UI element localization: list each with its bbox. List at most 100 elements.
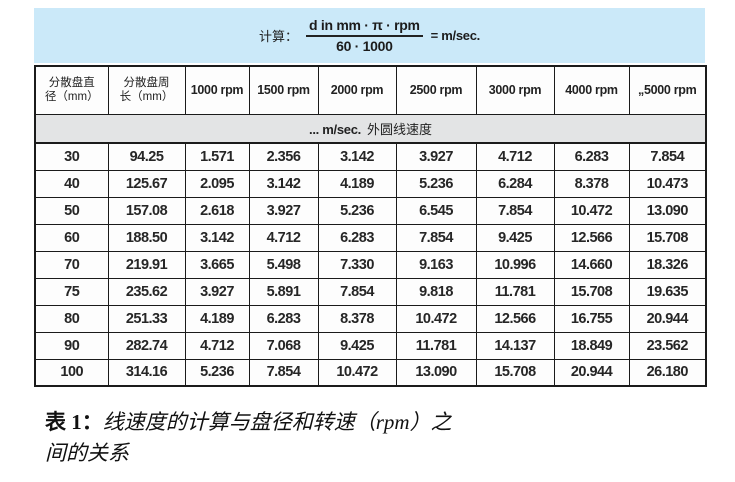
- table-body: 30 94.25 1.571 2.356 3.142 3.927 4.712 6.283 7.8…: [34, 142, 707, 387]
- cell: 50: [34, 196, 109, 225]
- cell: 20.944: [553, 358, 630, 387]
- column-header-4000rpm: 4000 rpm: [553, 65, 630, 115]
- cell: 94.25: [107, 142, 186, 171]
- cell: 30: [34, 142, 109, 171]
- cell: 6.283: [248, 304, 319, 333]
- cell: 4.712: [248, 223, 319, 252]
- table-row: 70 219.91 3.665 5.498 7.330 9.163 10.996 14.660…: [34, 250, 707, 279]
- cell: 18.326: [628, 250, 707, 279]
- caption-number: 表 1：: [45, 410, 103, 434]
- subheader-unit: ... m/sec.: [309, 121, 361, 137]
- formula-fraction: d in mm · π · rpm 60 · 1000: [306, 17, 423, 54]
- cell: 5.891: [248, 277, 319, 306]
- cell: 8.378: [317, 304, 397, 333]
- cell: 14.660: [553, 250, 630, 279]
- cell: 23.562: [628, 331, 707, 360]
- column-header-3000rpm: 3000 rpm: [475, 65, 555, 115]
- cell: 40: [34, 169, 109, 198]
- subheader-text: 外圆线速度: [366, 121, 432, 137]
- formula-denominator: 60 · 1000: [336, 37, 393, 54]
- cell: 7.854: [317, 277, 397, 306]
- table-row: 40 125.67 2.095 3.142 4.189 5.236 6.284 8.378 10…: [34, 169, 707, 198]
- cell: 157.08: [107, 196, 186, 225]
- cell: 3.142: [184, 223, 250, 252]
- cell: 10.472: [553, 196, 630, 225]
- cell: 4.189: [317, 169, 397, 198]
- cell: 2.356: [248, 142, 319, 171]
- table-row: 100 314.16 5.236 7.854 10.472 13.090 15.708 20.…: [34, 358, 707, 387]
- cell: 3.142: [317, 142, 397, 171]
- cell: 12.566: [553, 223, 630, 252]
- header-row: 分散盘直 径（mm） 分散盘周 长（mm） 1000 rpm 1500 rpm …: [34, 65, 707, 115]
- cell: 16.755: [553, 304, 630, 333]
- cell: 13.090: [628, 196, 707, 225]
- cell: 1.571: [184, 142, 250, 171]
- cell: 75: [34, 277, 109, 306]
- cell: 9.425: [317, 331, 397, 360]
- cell: 11.781: [475, 277, 555, 306]
- column-header-1500rpm: 1500 rpm: [248, 65, 319, 115]
- cell: 7.854: [475, 196, 555, 225]
- cell: 14.137: [475, 331, 555, 360]
- cell: 5.236: [184, 358, 250, 387]
- cell: 9.163: [395, 250, 477, 279]
- cell: 90: [34, 331, 109, 360]
- cell: 6.545: [395, 196, 477, 225]
- cell: 5.498: [248, 250, 319, 279]
- cell: 4.712: [184, 331, 250, 360]
- cell: 15.708: [475, 358, 555, 387]
- cell: 2.618: [184, 196, 250, 225]
- table-row: 90 282.74 4.712 7.068 9.425 11.781 14.137 18.84…: [34, 331, 707, 360]
- formula-numerator: d in mm · π · rpm: [306, 17, 423, 37]
- cell: 188.50: [107, 223, 186, 252]
- cell: 15.708: [628, 223, 707, 252]
- column-header-diameter: 分散盘直 径（mm）: [34, 65, 109, 115]
- cell: 6.283: [317, 223, 397, 252]
- cell: 80: [34, 304, 109, 333]
- cell: 12.566: [475, 304, 555, 333]
- cell: 7.854: [248, 358, 319, 387]
- cell: 20.944: [628, 304, 707, 333]
- column-header-circumference: 分散盘周 长（mm）: [107, 65, 186, 115]
- cell: 3.927: [248, 196, 319, 225]
- cell: 10.473: [628, 169, 707, 198]
- cell: 6.283: [553, 142, 630, 171]
- cell: 3.142: [248, 169, 319, 198]
- cell: 70: [34, 250, 109, 279]
- subheader-row: ... m/sec. 外圆线速度: [34, 113, 707, 144]
- table-row: 75 235.62 3.927 5.891 7.854 9.818 11.781 15.708…: [34, 277, 707, 306]
- cell: 9.425: [475, 223, 555, 252]
- cell: 4.189: [184, 304, 250, 333]
- column-header-2500rpm: 2500 rpm: [395, 65, 477, 115]
- cell: 13.090: [395, 358, 477, 387]
- cell: 3.927: [395, 142, 477, 171]
- column-header-5000rpm: „5000 rpm: [628, 65, 707, 115]
- cell: 6.284: [475, 169, 555, 198]
- cell: 10.996: [475, 250, 555, 279]
- caption-text-line2: 间的关系: [45, 441, 129, 465]
- cell: 10.472: [395, 304, 477, 333]
- formula-row: 计算： d in mm · π · rpm 60 · 1000 = m/sec.: [34, 8, 705, 63]
- cell: 10.472: [317, 358, 397, 387]
- formula-label: 计算：: [259, 29, 299, 44]
- cell: 11.781: [395, 331, 477, 360]
- rpm-speed-table: 分散盘直 径（mm） 分散盘周 长（mm） 1000 rpm 1500 rpm …: [34, 65, 707, 387]
- table-row: 30 94.25 1.571 2.356 3.142 3.927 4.712 6.283 7.8…: [34, 142, 707, 171]
- subheader-label: ... m/sec. 外圆线速度: [34, 113, 707, 144]
- cell: 125.67: [107, 169, 186, 198]
- cell: 251.33: [107, 304, 186, 333]
- table-row: 60 188.50 3.142 4.712 6.283 7.854 9.425 12.566 1…: [34, 223, 707, 252]
- cell: 235.62: [107, 277, 186, 306]
- cell: 60: [34, 223, 109, 252]
- cell: 2.095: [184, 169, 250, 198]
- cell: 314.16: [107, 358, 186, 387]
- cell: 282.74: [107, 331, 186, 360]
- caption-text-line1: 线速度的计算与盘径和转速（rpm）之: [102, 410, 452, 434]
- cell: 100: [34, 358, 109, 387]
- formula-result: = m/sec.: [430, 28, 481, 43]
- cell: 18.849: [553, 331, 630, 360]
- cell: 15.708: [553, 277, 630, 306]
- cell: 19.635: [628, 277, 707, 306]
- cell: 5.236: [317, 196, 397, 225]
- cell: 5.236: [395, 169, 477, 198]
